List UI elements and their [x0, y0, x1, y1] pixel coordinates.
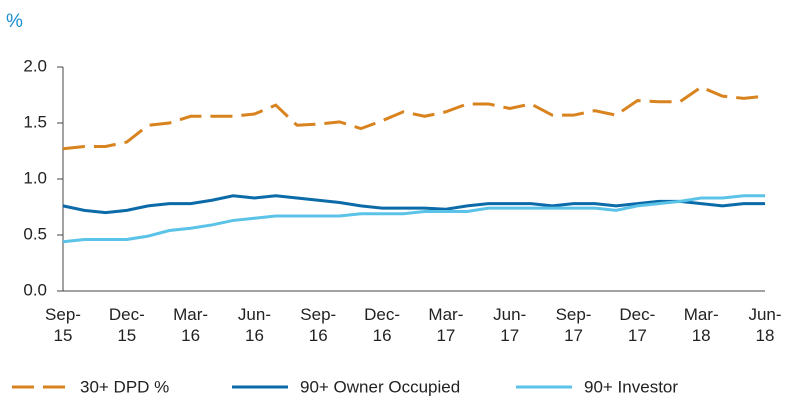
y-tick-label: 2.0 [23, 56, 47, 75]
legend-label: 90+ Investor [584, 377, 678, 396]
y-tick-label: 1.0 [23, 168, 47, 187]
series-line [62, 85, 766, 151]
x-tick-label: Sep- 15 [45, 305, 81, 345]
x-tick-label: Jun- 16 [237, 305, 271, 345]
y-axis-label: % [6, 11, 23, 32]
series-line [62, 194, 765, 215]
x-tick-label: Jun- 18 [748, 305, 782, 345]
x-tick-label: Dec- 15 [108, 305, 145, 345]
y-tick-label: 0.0 [23, 280, 47, 299]
legend-label: 90+ Owner Occupied [300, 377, 460, 396]
x-tick-label: Mar- 16 [173, 305, 209, 345]
x-tick-label: Mar- 17 [428, 305, 464, 345]
x-tick-label: Sep- 16 [300, 305, 337, 345]
x-tick-label: Dec- 16 [364, 305, 401, 345]
y-tick-label: 0.5 [23, 224, 47, 243]
x-tick-label: Mar- 18 [683, 305, 719, 345]
series-line [62, 194, 765, 244]
x-tick-label: Sep- 17 [555, 305, 592, 345]
x-tick-label: Jun- 17 [493, 305, 527, 345]
x-tick-label: Dec- 17 [619, 305, 656, 345]
y-tick-label: 1.5 [23, 112, 47, 131]
legend-label: 30+ DPD % [80, 377, 169, 396]
